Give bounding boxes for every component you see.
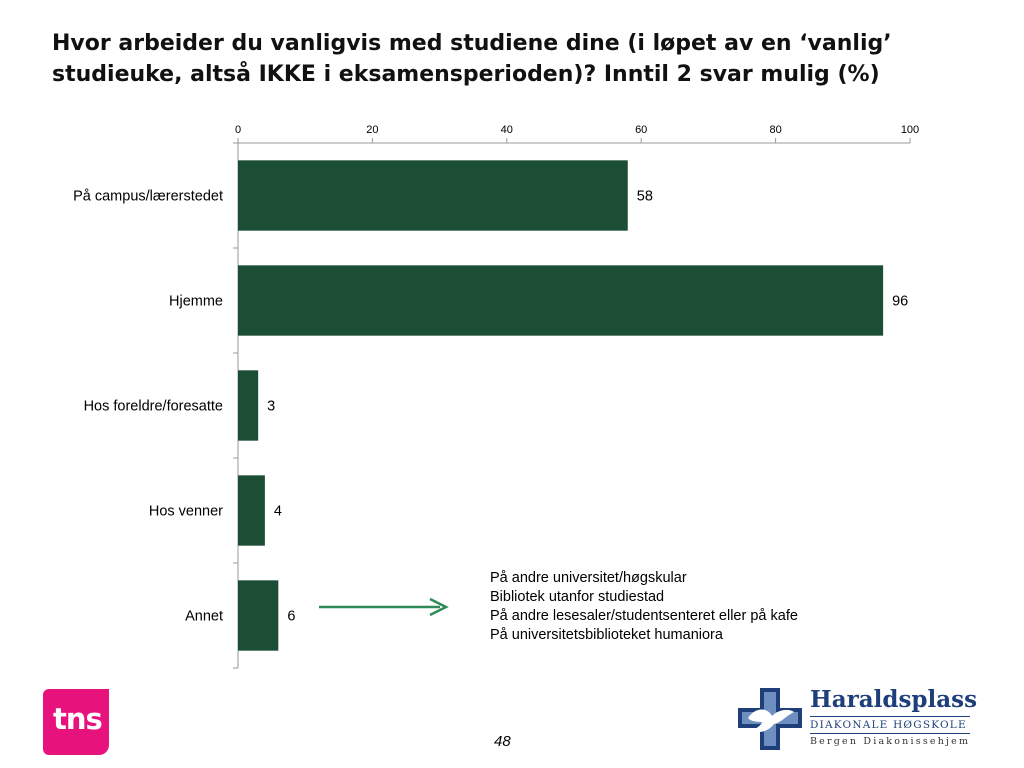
- haraldsplass-name: Haraldsplass: [810, 686, 978, 713]
- data-label: 3: [267, 399, 275, 415]
- page-number: 48: [494, 733, 511, 750]
- note-line: Bibliotek utanfor studiestad: [490, 589, 665, 605]
- x-tick-label: 60: [635, 124, 647, 136]
- haraldsplass-logo: Haraldsplass DIAKONALE HØGSKOLE Bergen D…: [738, 686, 978, 752]
- logo-rule: [810, 716, 970, 717]
- x-tick-label: 0: [235, 124, 241, 136]
- data-label: 6: [287, 609, 295, 625]
- data-label: 4: [274, 504, 282, 520]
- category-label: Hos foreldre/foresatte: [84, 399, 223, 415]
- bar: [238, 370, 259, 441]
- x-tick-label: 40: [501, 124, 513, 136]
- dove-cross-icon: [738, 688, 802, 750]
- data-label: 96: [892, 294, 908, 310]
- category-label: Annet: [185, 609, 223, 625]
- haraldsplass-tagline: Bergen Diakonissehjem: [810, 736, 971, 747]
- logo-rule: [810, 733, 970, 734]
- bar: [238, 580, 279, 651]
- note-line: På universitetsbiblioteket humaniora: [490, 627, 723, 643]
- x-tick-label: 20: [366, 124, 378, 136]
- x-tick-label: 100: [901, 124, 919, 136]
- category-label: På campus/lærerstedet: [73, 189, 223, 205]
- data-label: 58: [637, 189, 653, 205]
- category-label: Hos venner: [149, 504, 223, 520]
- bar: [238, 160, 628, 231]
- haraldsplass-subtitle: DIAKONALE HØGSKOLE: [810, 719, 967, 731]
- tns-logo-text: tns: [53, 702, 103, 736]
- other-answers-note: På andre universitet/høgskular Bibliotek…: [490, 569, 798, 645]
- tns-logo: tns: [43, 689, 109, 755]
- arrow-head-icon: [429, 597, 449, 617]
- slide-title: Hvor arbeider du vanligvis med studiene …: [52, 31, 892, 87]
- x-tick-label: 80: [769, 124, 781, 136]
- category-label: Hjemme: [169, 294, 223, 310]
- bar: [238, 265, 884, 336]
- bar: [238, 475, 265, 546]
- note-line: På andre lesesaler/studentsenteret eller…: [490, 608, 798, 624]
- note-line: På andre universitet/høgskular: [490, 570, 687, 586]
